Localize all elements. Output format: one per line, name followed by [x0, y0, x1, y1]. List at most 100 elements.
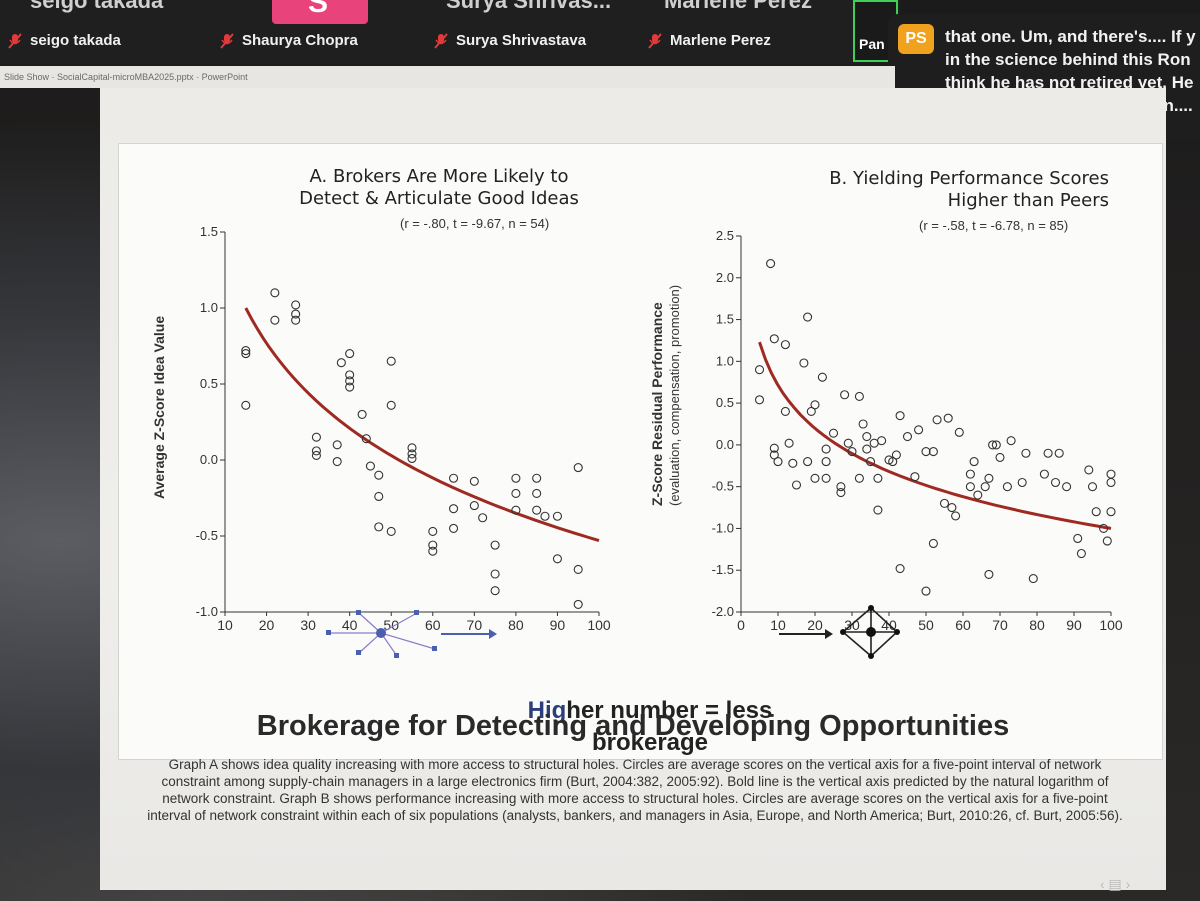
data-point: [847, 447, 857, 457]
data-point: [928, 538, 938, 549]
chart-a-stats: (r = -.80, t = -9.67, n = 54): [400, 216, 550, 231]
participant-top-name: Surya Shrivas...: [446, 0, 612, 13]
data-point: [241, 349, 251, 359]
participant-name: Pan: [859, 36, 885, 52]
data-point: [969, 457, 979, 467]
participant-top-name: seigo takada: [30, 0, 164, 13]
charts-panel: A. Brokers Are More Likely to Detect & A…: [118, 143, 1163, 760]
fit-curve: [758, 341, 1112, 530]
data-point: [980, 482, 990, 492]
data-point: [810, 473, 820, 483]
y-tick-label: -1.0: [196, 604, 218, 619]
data-point: [407, 443, 417, 453]
data-point: [810, 400, 820, 410]
app-name: PowerPoint: [201, 72, 248, 82]
data-point: [311, 432, 321, 442]
chart-a-title: A. Brokers Are More Likely to Detect & A…: [269, 166, 609, 210]
data-point: [902, 431, 913, 442]
slide-body-text: Graph A shows idea quality increasing wi…: [147, 757, 1123, 823]
data-point: [428, 546, 438, 556]
participant-name: seigo takada: [30, 32, 121, 49]
data-point: [836, 482, 846, 492]
data-point: [573, 599, 583, 609]
chart-a-title-line2: Detect & Articulate Good Ideas: [299, 188, 579, 209]
data-point: [954, 427, 964, 437]
data-point: [1076, 548, 1086, 559]
participant-label: Surya Shrivastava: [428, 29, 592, 53]
data-point: [345, 376, 355, 386]
data-point: [469, 501, 479, 511]
mic-muted-icon: [220, 33, 234, 49]
data-point: [490, 569, 500, 579]
participant-name: Shaurya Chopra: [242, 32, 358, 49]
data-point: [478, 513, 488, 523]
data-point: [788, 458, 798, 468]
data-point: [449, 473, 459, 483]
data-point: [888, 457, 898, 467]
data-point: [854, 473, 864, 483]
data-point: [365, 461, 375, 471]
mic-muted-icon: [648, 33, 662, 49]
participant-label: Shaurya Chopra: [214, 29, 364, 53]
data-point: [895, 411, 905, 421]
chart-a-title-line1: A. Brokers Are More Likely to: [309, 166, 569, 187]
data-point: [984, 473, 994, 483]
slideshow-nav-controls[interactable]: ‹ ▤ ›: [1100, 876, 1131, 892]
data-point: [1106, 469, 1116, 479]
data-point: [573, 564, 583, 574]
data-point: [828, 428, 839, 438]
data-point: [995, 452, 1005, 462]
data-point: [803, 457, 813, 467]
data-point: [836, 487, 846, 498]
data-point: [573, 463, 583, 473]
data-point: [984, 569, 994, 579]
data-point: [511, 505, 521, 515]
y-tick-label: 2.0: [716, 270, 734, 285]
data-point: [943, 413, 953, 423]
x-tick-label: 20: [807, 617, 823, 633]
data-point: [769, 450, 779, 460]
participant-tile[interactable]: Surya Shrivas... Surya Shrivastava: [428, 0, 638, 64]
participant-tile[interactable]: seigo takada seigo takada: [0, 0, 210, 64]
data-point: [873, 505, 883, 515]
data-point: [873, 473, 883, 483]
data-point: [532, 505, 542, 515]
data-point: [858, 419, 868, 429]
data-point: [1006, 436, 1016, 446]
participant-tile[interactable]: Shaurya Chopra: [214, 0, 424, 64]
y-tick-label: 0.0: [716, 437, 734, 452]
y-tick-label: 1.5: [200, 224, 218, 239]
data-point: [311, 446, 321, 456]
data-point: [1087, 482, 1098, 492]
data-point: [865, 457, 876, 467]
y-tick-label: -1.0: [712, 520, 734, 535]
data-point: [291, 300, 301, 310]
data-point: [754, 395, 765, 405]
x-tick-label: 60: [955, 617, 971, 633]
y-tick-label: 1.0: [200, 300, 218, 315]
participant-tile[interactable]: Marlene Perez Marlene Perez: [642, 0, 852, 64]
data-point: [877, 436, 887, 446]
x-tick-label: 80: [1029, 617, 1045, 633]
data-point: [1050, 477, 1061, 488]
data-point: [947, 503, 957, 513]
data-point: [1084, 465, 1094, 475]
data-point: [965, 482, 975, 492]
chart-b-title: B. Yielding Performance Scores Higher th…: [779, 168, 1109, 212]
powerpoint-title-bar: Slide Show - SocialCapital-microMBA2025.…: [0, 66, 895, 88]
data-point: [1021, 448, 1031, 458]
data-point: [449, 504, 459, 514]
data-point: [780, 340, 790, 350]
x-tick-label: 100: [1099, 617, 1123, 633]
x-tick-label: 10: [770, 617, 786, 633]
data-point: [374, 491, 384, 502]
data-point: [780, 406, 790, 417]
x-tick-label: 90: [550, 617, 566, 633]
data-point: [821, 473, 831, 483]
data-point: [951, 511, 961, 521]
data-point: [803, 312, 813, 322]
fit-curve: [244, 307, 600, 543]
data-point: [921, 586, 931, 596]
data-point: [928, 447, 938, 457]
speaker-avatar: PS: [898, 24, 934, 54]
